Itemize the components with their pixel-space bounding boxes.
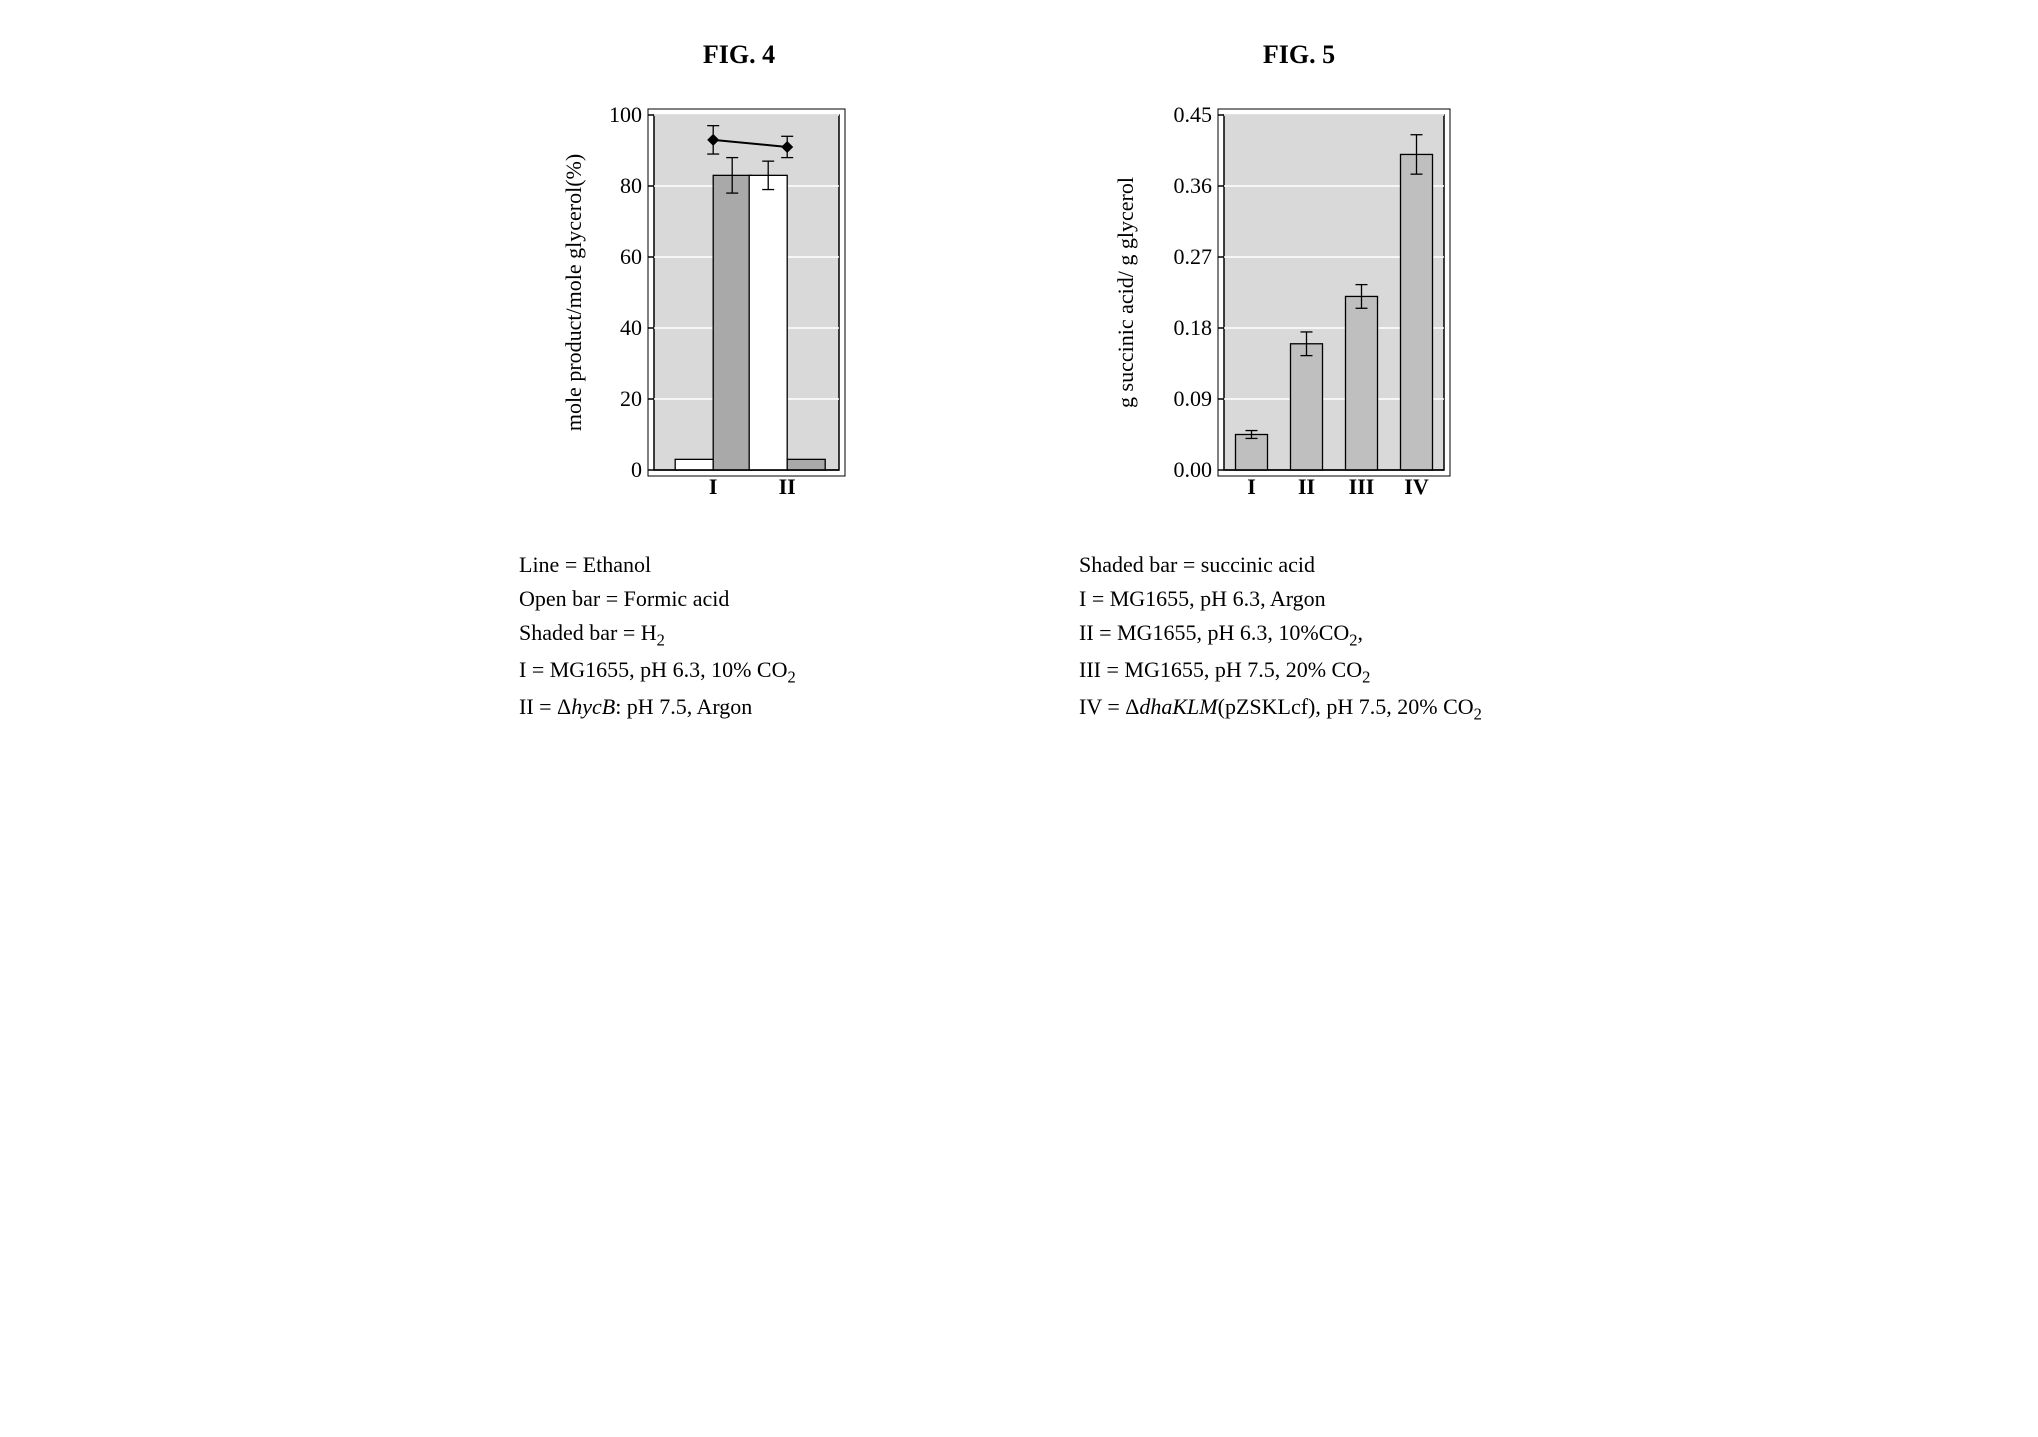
figure-page: FIG. 4 0 20 40 60 80 100 mole product/mole gly… [60,40,1978,727]
fig4-legend: Line = EthanolOpen bar = Formic acidShad… [519,548,959,724]
fig5-chart: 0.00 0.09 0.18 0.27 0.36 0.45 g succinic acid/… [1109,100,1489,520]
fig5-title: FIG. 5 [1079,40,1519,70]
legend-line: Shaded bar = succinic acid [1079,548,1519,582]
fig4-chart-wrap: 0 20 40 60 80 100 mole product/mole glycerol(%… [519,100,959,520]
fig4-title: FIG. 4 [519,40,959,70]
svg-text:III: III [1349,474,1375,499]
fig5-panel: FIG. 5 0.00 0.09 0.18 0.27 0.36 0.45 g succini… [1079,40,1519,727]
svg-text:IV: IV [1404,474,1429,499]
svg-text:0.45: 0.45 [1174,102,1213,127]
legend-line: Line = Ethanol [519,548,959,582]
svg-text:0.36: 0.36 [1174,173,1213,198]
svg-text:0: 0 [631,457,642,482]
svg-text:I: I [709,474,718,499]
svg-text:100: 100 [609,102,642,127]
legend-line: Shaded bar = H2 [519,616,959,653]
fig4-panel: FIG. 4 0 20 40 60 80 100 mole product/mole gly… [519,40,959,724]
svg-text:I: I [1247,474,1256,499]
legend-line: II = MG1655, pH 6.3, 10%CO2, [1079,616,1519,653]
svg-text:0.27: 0.27 [1174,244,1213,269]
svg-text:0.18: 0.18 [1174,315,1213,340]
legend-line: I = MG1655, pH 6.3, Argon [1079,582,1519,616]
legend-line: Open bar = Formic acid [519,582,959,616]
svg-text:60: 60 [620,244,642,269]
fig5-legend: Shaded bar = succinic acidI = MG1655, pH… [1079,548,1519,727]
svg-text:0.09: 0.09 [1174,386,1213,411]
fig4-chart: 0 20 40 60 80 100 mole product/mole glycerol(%… [559,100,919,520]
svg-text:20: 20 [620,386,642,411]
fig5-chart-wrap: 0.00 0.09 0.18 0.27 0.36 0.45 g succinic acid/… [1079,100,1519,520]
legend-line: III = MG1655, pH 7.5, 20% CO2 [1079,653,1519,690]
svg-text:mole product/mole glycerol(%): mole product/mole glycerol(%) [561,154,586,431]
legend-line: I = MG1655, pH 6.3, 10% CO2 [519,653,959,690]
legend-line: II = ΔhycB: pH 7.5, Argon [519,690,959,724]
legend-line: IV = ΔdhaKLM(pZSKLcf), pH 7.5, 20% CO2 [1079,690,1519,727]
svg-text:II: II [779,474,796,499]
svg-text:40: 40 [620,315,642,340]
svg-text:II: II [1298,474,1315,499]
svg-text:80: 80 [620,173,642,198]
svg-text:0.00: 0.00 [1174,457,1213,482]
svg-text:g succinic acid/ g glycerol: g succinic acid/ g glycerol [1113,177,1138,408]
